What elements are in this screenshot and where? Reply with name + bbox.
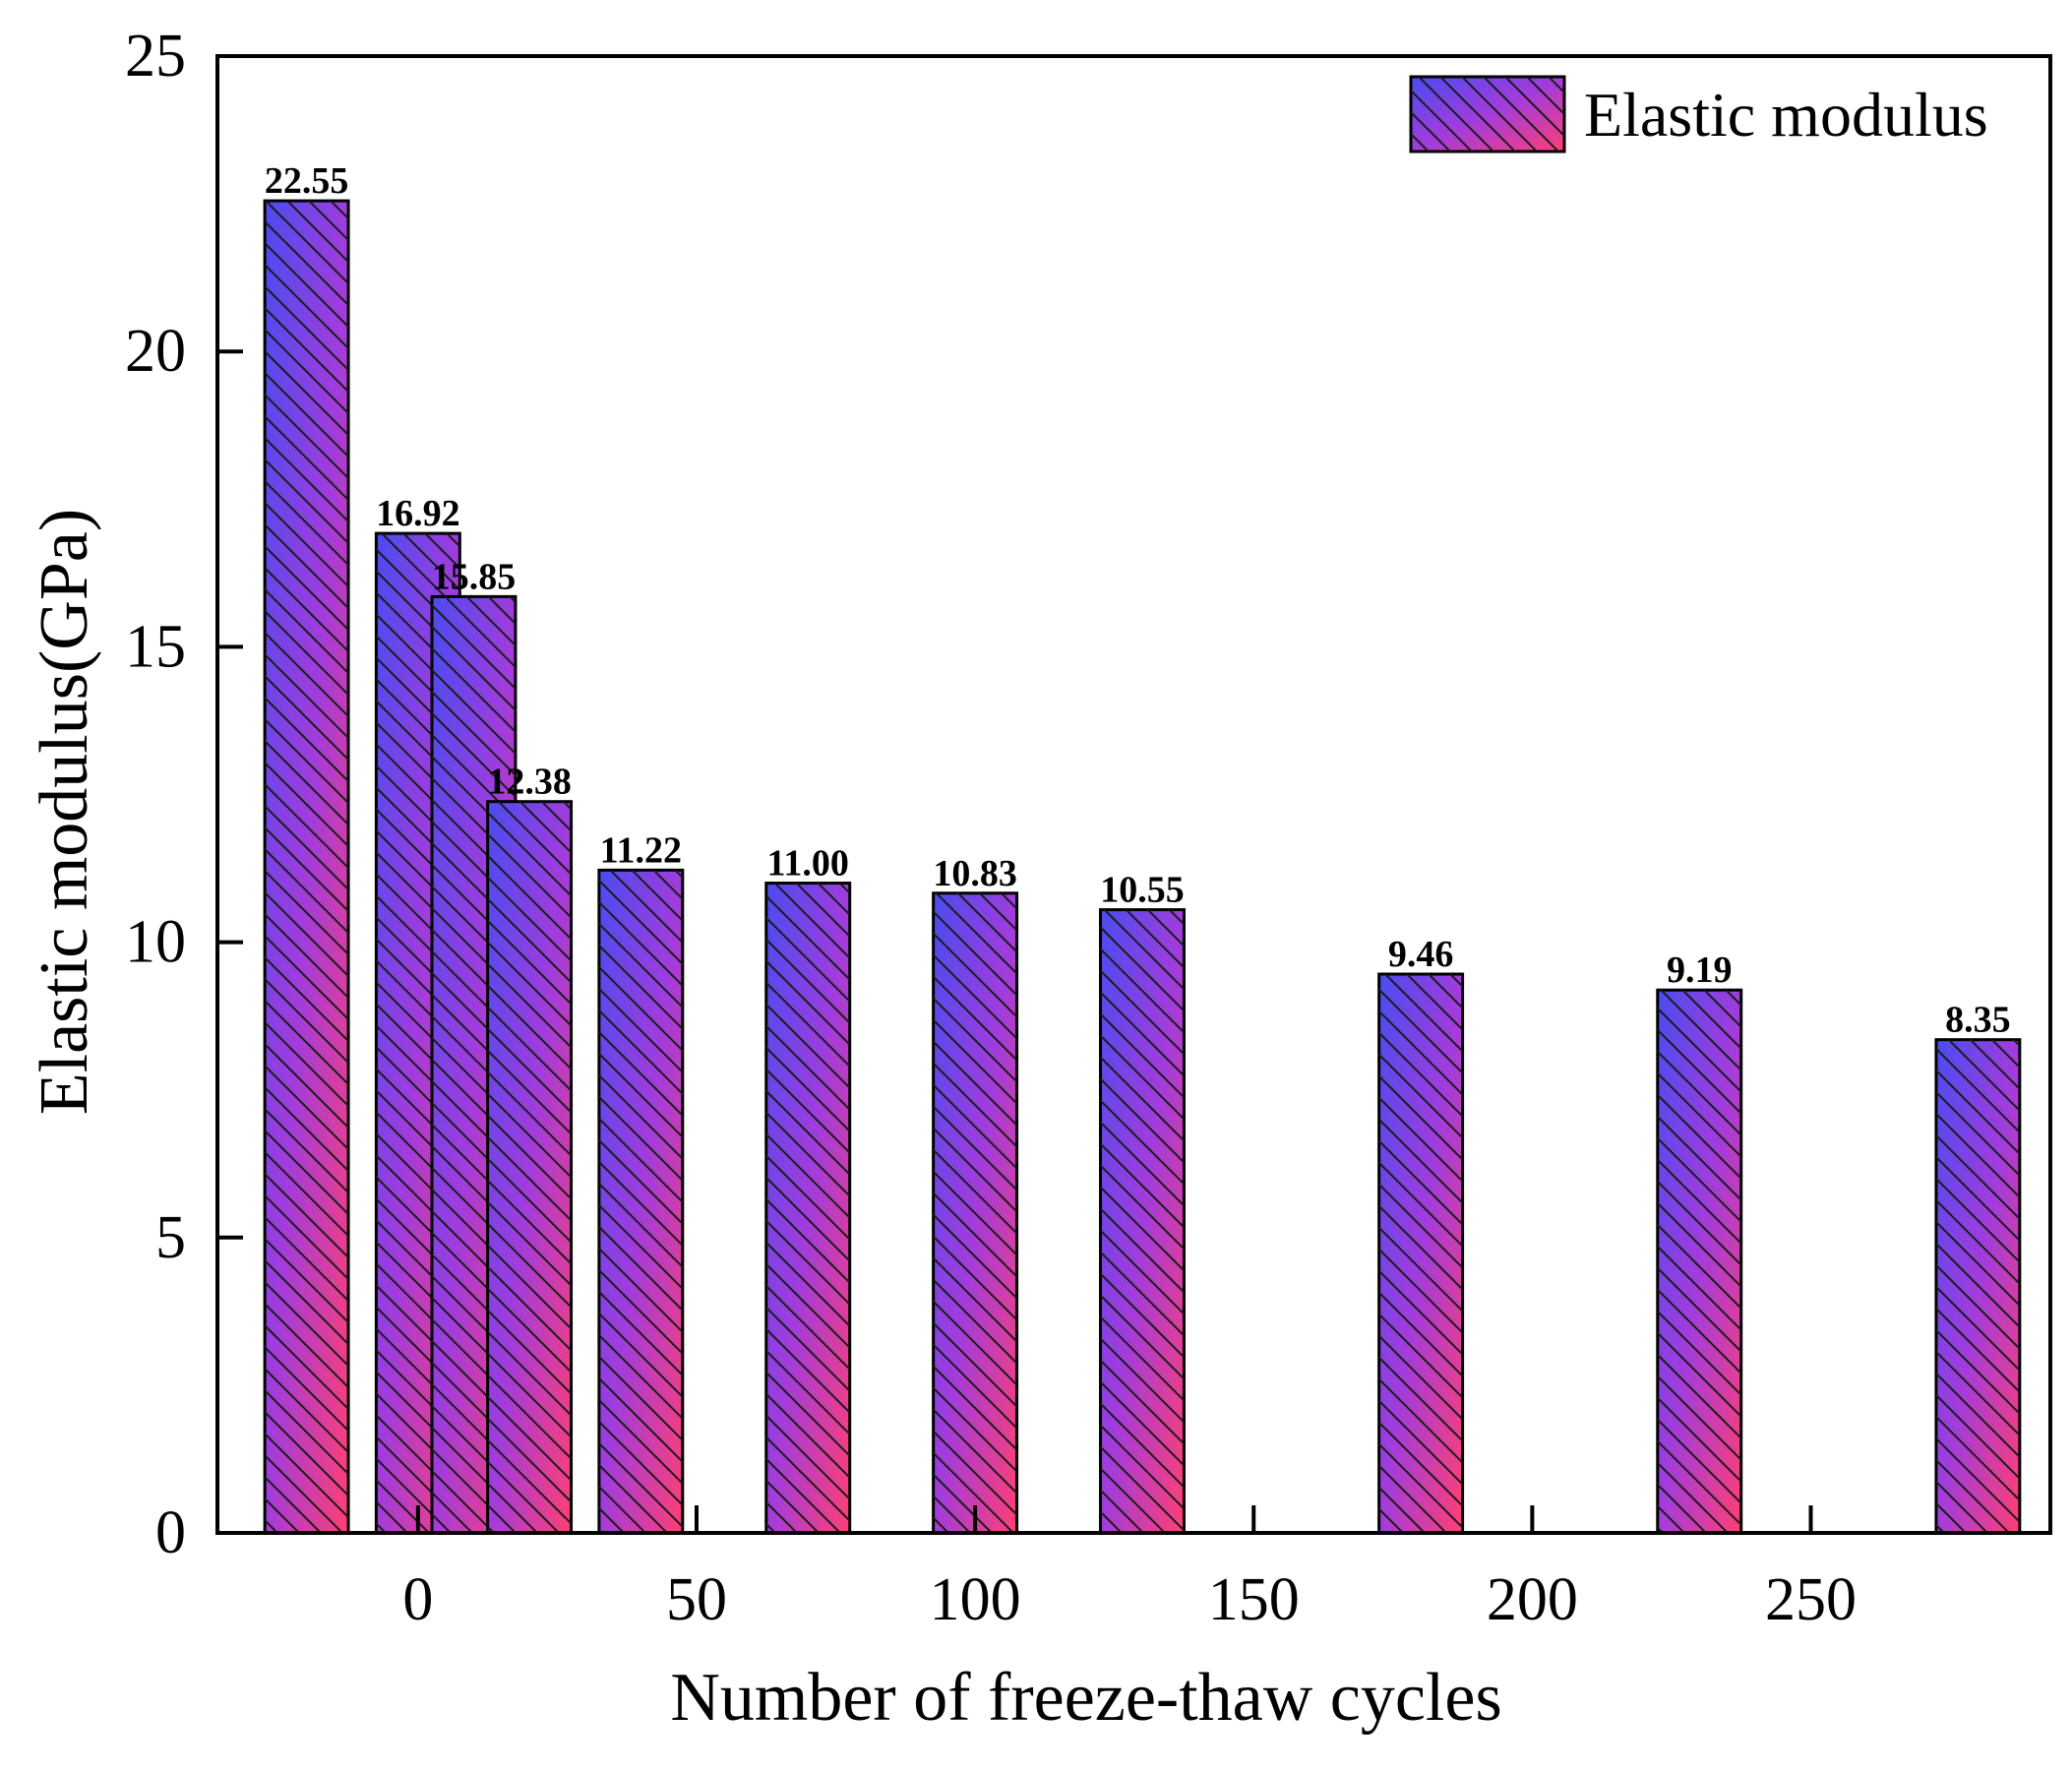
bar-group — [1656, 988, 1743, 1535]
bar-value-label: 9.19 — [1667, 949, 1733, 991]
x-tick-label: 200 — [1487, 1566, 1578, 1633]
bar-group — [932, 891, 1019, 1535]
y-tick-label: 25 — [125, 23, 186, 90]
y-tick-label: 5 — [155, 1204, 186, 1271]
y-tick-label: 10 — [125, 909, 186, 976]
bar-group — [1934, 1038, 2022, 1535]
bar-group — [430, 594, 518, 1535]
bar-hatch — [1100, 909, 1185, 1533]
y-axis-ticks: 0 5 10 15 20 25 — [125, 23, 243, 1566]
y-tick-label: 0 — [155, 1499, 186, 1566]
bar-hatch — [765, 883, 850, 1533]
bar-value-label: 22.55 — [265, 160, 349, 202]
x-axis-ticks: 0 50 100 150 200 250 — [402, 1505, 1857, 1633]
bar-group — [597, 868, 685, 1535]
bar-value-label: 10.55 — [1100, 870, 1185, 911]
bar-value-label: 9.46 — [1388, 934, 1454, 975]
bar-value-label: 10.83 — [933, 853, 1017, 894]
bars — [263, 199, 2022, 1535]
data-labels: 22.55 16.92 15.85 12.38 11.22 11.00 10.83 10.55… — [265, 160, 2011, 1041]
bar-group — [486, 800, 574, 1535]
bar-hatch — [1378, 974, 1463, 1533]
bar-hatch — [1657, 990, 1741, 1533]
y-tick-label: 15 — [125, 613, 186, 680]
y-tick-label: 20 — [125, 318, 186, 385]
bar-value-label: 15.85 — [432, 556, 517, 597]
x-tick-label: 0 — [402, 1566, 433, 1633]
bar-group — [1377, 972, 1465, 1535]
bar-hatch — [265, 201, 349, 1533]
y-axis-title: Elastic modulus(GPa) — [27, 509, 102, 1115]
bar-value-label: 8.35 — [1945, 1000, 2011, 1041]
bar-hatch — [933, 892, 1017, 1533]
bar-hatch — [598, 870, 683, 1533]
bar-value-label: 11.00 — [767, 843, 849, 885]
plot-frame — [215, 54, 2052, 1535]
x-tick-label: 150 — [1208, 1566, 1300, 1633]
bar-group — [1099, 908, 1186, 1535]
bar-group — [263, 199, 350, 1535]
bar-value-label: 16.92 — [376, 493, 460, 534]
x-axis-title: Number of freeze-thaw cycles — [670, 1660, 1501, 1736]
x-tick-label: 250 — [1765, 1566, 1857, 1633]
bar-value-label: 11.22 — [600, 829, 682, 871]
bar-hatch — [487, 801, 572, 1533]
x-tick-label: 100 — [930, 1566, 1021, 1633]
bar-group — [764, 882, 852, 1535]
x-tick-label: 50 — [666, 1566, 727, 1633]
bar-hatch — [1935, 1039, 2020, 1533]
legend-swatch-hatch — [1411, 77, 1564, 152]
legend-label: Elastic modulus — [1584, 80, 1988, 150]
legend: Elastic modulus — [1409, 75, 1988, 153]
bar-value-label: 12.38 — [487, 762, 572, 803]
